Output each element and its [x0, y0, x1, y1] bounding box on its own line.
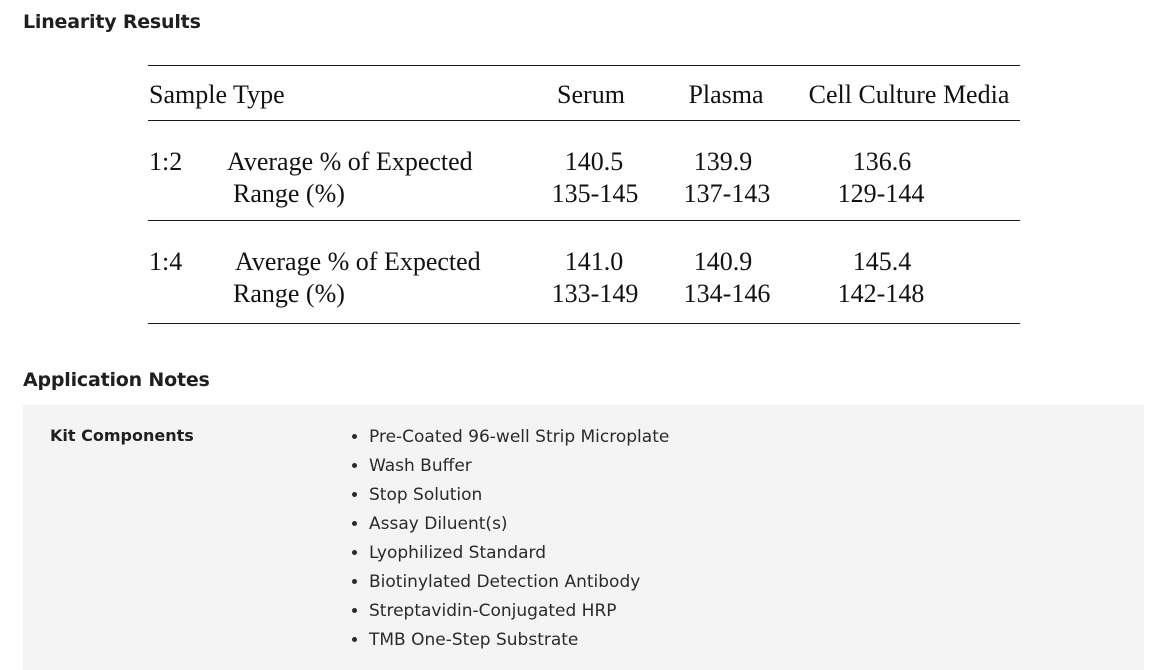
plasma-range: 137-143 [683, 179, 771, 208]
list-item: Assay Diluent(s) [369, 513, 669, 542]
list-item: Lyophilized Standard [369, 542, 669, 571]
header-sample-type: Sample Type [149, 80, 285, 109]
serum-range: 133-149 [551, 279, 639, 308]
row-dilution: 1:2 [149, 147, 183, 176]
list-item: TMB One-Step Substrate [369, 629, 669, 658]
row-divider-rule [148, 220, 1020, 221]
list-item: Pre-Coated 96-well Strip Microplate [369, 426, 669, 455]
application-notes-panel: Kit Components Pre-Coated 96-well Strip … [23, 405, 1144, 670]
serum-average: 140.5 [564, 147, 624, 176]
kit-components-list: Pre-Coated 96-well Strip Microplate Wash… [349, 426, 669, 658]
list-item: Streptavidin-Conjugated HRP [369, 600, 669, 629]
plasma-average: 139.9 [693, 147, 753, 176]
list-item: Stop Solution [369, 484, 669, 513]
plasma-range: 134-146 [683, 279, 771, 308]
row-average-label: Average % of Expected [227, 147, 473, 176]
row-range-label: Range (%) [233, 279, 345, 308]
cell-culture-average: 136.6 [852, 147, 912, 176]
header-plasma: Plasma [688, 80, 764, 109]
cell-culture-range: 142-148 [837, 279, 925, 308]
application-notes-heading: Application Notes [23, 369, 210, 391]
row-range-label: Range (%) [233, 179, 345, 208]
table-bottom-rule [148, 323, 1020, 324]
header-serum: Serum [557, 80, 625, 109]
plasma-average: 140.9 [693, 247, 753, 276]
serum-range: 135-145 [551, 179, 639, 208]
linearity-results-heading: Linearity Results [23, 11, 201, 33]
row-dilution: 1:4 [149, 247, 183, 276]
kit-components-label: Kit Components [50, 426, 194, 445]
row-average-label: Average % of Expected [235, 247, 481, 276]
list-item: Wash Buffer [369, 455, 669, 484]
cell-culture-range: 129-144 [837, 179, 925, 208]
header-cell-culture-media: Cell Culture Media [808, 80, 1010, 109]
header-bottom-rule [148, 120, 1020, 121]
list-item: Biotinylated Detection Antibody [369, 571, 669, 600]
linearity-results-table: Sample Type Serum Plasma Cell Culture Me… [148, 65, 1020, 325]
serum-average: 141.0 [564, 247, 624, 276]
table-top-rule [148, 65, 1020, 66]
cell-culture-average: 145.4 [852, 247, 912, 276]
